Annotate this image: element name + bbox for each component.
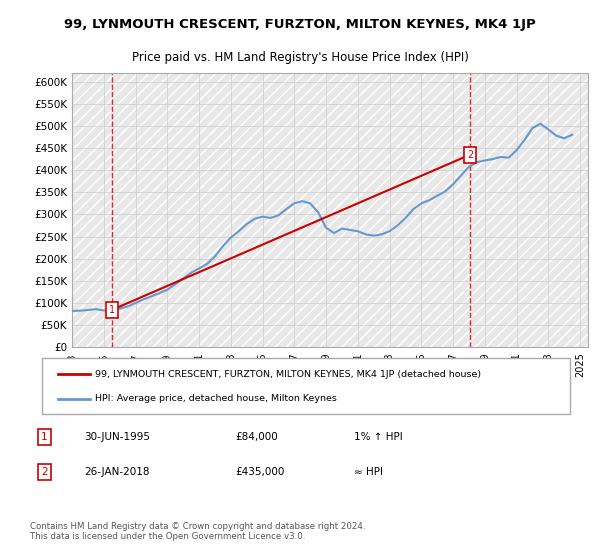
- Text: 30-JUN-1995: 30-JUN-1995: [84, 432, 150, 442]
- Text: £84,000: £84,000: [235, 432, 278, 442]
- Text: 26-JAN-2018: 26-JAN-2018: [84, 468, 149, 477]
- Text: 99, LYNMOUTH CRESCENT, FURZTON, MILTON KEYNES, MK4 1JP: 99, LYNMOUTH CRESCENT, FURZTON, MILTON K…: [64, 18, 536, 31]
- Text: 1: 1: [41, 432, 47, 442]
- Text: 99, LYNMOUTH CRESCENT, FURZTON, MILTON KEYNES, MK4 1JP (detached house): 99, LYNMOUTH CRESCENT, FURZTON, MILTON K…: [95, 370, 481, 379]
- Text: 1: 1: [109, 305, 115, 315]
- Text: 1% ↑ HPI: 1% ↑ HPI: [354, 432, 403, 442]
- Text: HPI: Average price, detached house, Milton Keynes: HPI: Average price, detached house, Milt…: [95, 394, 337, 403]
- Text: Contains HM Land Registry data © Crown copyright and database right 2024.
This d: Contains HM Land Registry data © Crown c…: [30, 522, 365, 542]
- Text: 2: 2: [41, 468, 47, 477]
- Text: £435,000: £435,000: [235, 468, 284, 477]
- Text: ≈ HPI: ≈ HPI: [354, 468, 383, 477]
- Text: Price paid vs. HM Land Registry's House Price Index (HPI): Price paid vs. HM Land Registry's House …: [131, 51, 469, 64]
- Text: 2: 2: [467, 150, 473, 160]
